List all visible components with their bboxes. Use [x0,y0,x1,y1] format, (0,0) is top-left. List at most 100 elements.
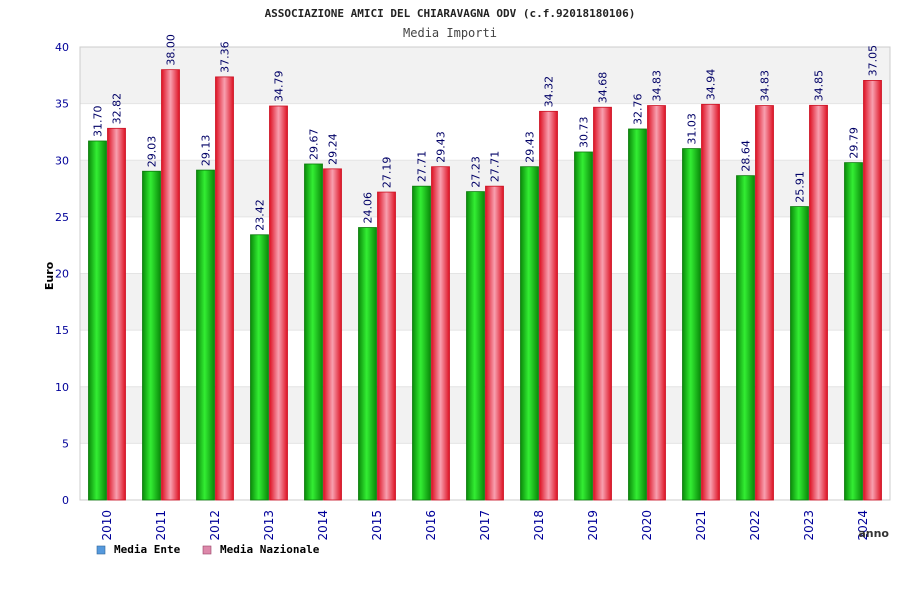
bar-media-ente [844,162,863,501]
y-tick-label: 20 [55,268,69,281]
value-label: 34.94 [705,69,718,101]
bar-media-nazionale [863,80,882,501]
bar-media-ente [196,169,215,501]
value-labels: 31.70 32.82 29.03 38.00 29.13 37.36 23.42 34.79… [92,34,880,231]
bar-media-nazionale [377,191,396,501]
value-label: 23.42 [254,199,267,231]
y-tick-label: 25 [55,211,69,224]
legend-swatch-media-ente [96,545,106,555]
y-tick-label: 35 [55,98,69,111]
chart-subtitle: Media Importi [403,26,497,40]
bar-media-nazionale [755,105,774,501]
y-tick-label: 5 [62,437,69,450]
bar-media-nazionale [593,106,612,501]
bar-media-nazionale [647,105,666,501]
bar-media-nazionale [161,69,180,501]
bar-media-nazionale [323,168,342,501]
x-tick-label: 2019 [586,510,600,541]
value-label: 32.82 [111,93,124,125]
x-tick-label: 2022 [748,510,762,541]
legend: Media Ente Media Nazionale [96,543,320,556]
y-tick-label: 40 [55,41,69,54]
value-label: 32.76 [632,93,645,125]
value-label: 29.79 [848,127,861,159]
x-tick-label: 2018 [532,510,546,541]
x-tick-label: 2015 [370,510,384,541]
value-label: 29.24 [327,133,340,165]
bar-media-ente [628,128,647,501]
bar-media-nazionale [539,110,558,501]
bar-media-nazionale [107,127,126,501]
x-tick-label: 2024 [856,510,870,541]
plot-border [79,46,891,501]
value-label: 38.00 [165,34,178,66]
grid-band [80,47,890,104]
value-label: 34.83 [759,70,772,102]
legend-label-media-nazionale: Media Nazionale [220,543,320,556]
x-tick-label: 2016 [424,510,438,541]
y-tick-label: 30 [55,154,69,167]
value-label: 29.03 [146,136,159,168]
value-label: 31.03 [686,113,699,145]
value-label: 29.13 [200,135,213,167]
x-tick-label: 2017 [478,510,492,541]
value-label: 27.71 [416,151,429,183]
x-tick-label: 2021 [694,510,708,541]
bar-media-ente [250,234,269,501]
value-label: 29.67 [308,128,321,160]
y-axis-ticks: 0 5 10 15 20 25 30 35 40 [55,41,69,507]
value-label: 27.71 [489,151,502,183]
bar-media-ente [574,151,593,501]
value-label: 34.32 [543,76,556,108]
bar-media-ente [412,185,431,501]
x-tick-label: 2013 [262,510,276,541]
bar-media-ente [466,191,485,501]
bar-media-ente [736,175,755,501]
bar-media-nazionale [215,76,234,501]
y-tick-label: 10 [55,381,69,394]
x-tick-label: 2011 [154,510,168,541]
value-label: 30.73 [578,116,591,148]
value-label: 28.64 [740,140,753,172]
value-label: 34.85 [813,70,826,102]
bars [88,69,882,501]
value-label: 31.70 [92,105,105,137]
bar-media-ente [682,148,701,501]
chart-title: ASSOCIAZIONE AMICI DEL CHIARAVAGNA ODV (… [265,7,636,20]
x-tick-label: 2020 [640,510,654,541]
value-label: 34.68 [597,72,610,104]
value-label: 27.19 [381,157,394,189]
value-label: 29.43 [524,131,537,163]
x-axis-label: anno [858,527,889,540]
y-tick-label: 0 [62,494,69,507]
grid-band [80,273,890,331]
value-label: 37.36 [219,41,232,73]
value-label: 25.91 [794,171,807,203]
grid-band [80,386,890,444]
bar-media-nazionale [701,103,720,501]
bar-media-nazionale [431,166,450,501]
plot-area [79,46,891,501]
grid-band [80,160,890,217]
legend-swatch-media-nazionale [202,545,212,555]
x-tick-label: 2010 [100,510,114,541]
value-label: 24.06 [362,192,375,224]
y-axis-label: Euro [43,261,56,290]
x-tick-label: 2023 [802,510,816,541]
bar-media-nazionale [485,185,504,501]
grid-bands [80,47,890,444]
value-label: 27.23 [470,156,483,188]
value-label: 29.43 [435,131,448,163]
value-label: 34.83 [651,70,664,102]
legend-label-media-ente: Media Ente [114,543,181,556]
bar-media-nazionale [809,104,828,501]
bar-media-ente [304,163,323,501]
x-tick-label: 2014 [316,510,330,541]
value-label: 34.79 [273,71,286,103]
y-tick-label: 15 [55,324,69,337]
x-axis-ticks: 2010 2011 2012 2013 2014 2015 2016 2017 2018 2019… [100,510,870,541]
bar-media-ente [520,166,539,501]
value-label: 37.05 [867,45,880,77]
bar-media-ente [358,227,377,501]
